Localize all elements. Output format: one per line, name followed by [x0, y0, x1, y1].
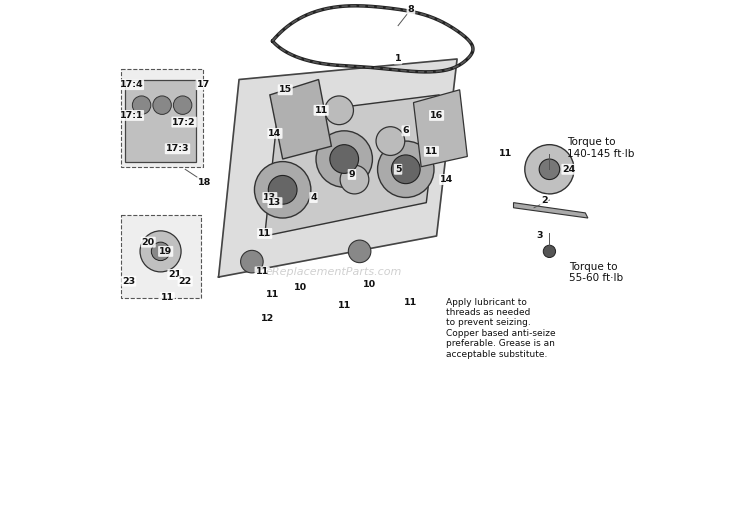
Polygon shape [218, 59, 457, 277]
Text: 18: 18 [198, 177, 211, 187]
Circle shape [152, 242, 170, 261]
Polygon shape [270, 80, 332, 159]
Circle shape [525, 145, 574, 194]
Circle shape [140, 231, 181, 272]
Circle shape [316, 131, 373, 187]
Polygon shape [121, 69, 203, 167]
Polygon shape [265, 95, 440, 236]
Text: Torque to
55-60 ft·lb: Torque to 55-60 ft·lb [569, 262, 623, 283]
Text: 8: 8 [407, 5, 414, 14]
Circle shape [340, 165, 369, 194]
Text: eReplacementParts.com: eReplacementParts.com [266, 267, 402, 277]
Bar [124, 80, 196, 162]
Circle shape [348, 240, 371, 263]
Text: 11: 11 [256, 267, 268, 277]
Text: 16: 16 [430, 111, 443, 120]
Text: 13: 13 [263, 193, 277, 202]
Text: 11: 11 [266, 290, 279, 300]
Text: 14: 14 [268, 129, 281, 138]
Circle shape [254, 162, 311, 218]
Circle shape [132, 96, 151, 114]
Circle shape [539, 159, 560, 180]
Text: 11: 11 [258, 229, 272, 238]
Circle shape [173, 96, 192, 114]
Circle shape [330, 145, 358, 173]
Circle shape [392, 155, 420, 184]
Text: 17: 17 [196, 80, 210, 89]
Text: 23: 23 [122, 277, 135, 286]
Text: 6: 6 [403, 126, 409, 135]
Text: 10: 10 [294, 283, 307, 292]
Text: 9: 9 [349, 170, 355, 179]
Text: 11: 11 [338, 301, 351, 310]
Text: 15: 15 [279, 85, 292, 94]
Circle shape [325, 96, 353, 125]
Circle shape [153, 96, 171, 114]
Text: 17:1: 17:1 [119, 111, 143, 120]
Text: Apply lubricant to
threads as needed
to prevent seizing.
Copper based anti-seize: Apply lubricant to threads as needed to … [446, 298, 556, 359]
Text: 24: 24 [562, 165, 575, 174]
Text: 10: 10 [363, 280, 376, 289]
Polygon shape [121, 215, 200, 298]
Text: 11: 11 [314, 106, 328, 115]
Text: 17:4: 17:4 [119, 80, 143, 89]
Circle shape [268, 175, 297, 204]
Text: 13: 13 [268, 198, 281, 207]
Text: 21: 21 [168, 270, 182, 279]
Text: 11: 11 [500, 149, 512, 159]
Text: 22: 22 [178, 277, 192, 286]
Circle shape [241, 250, 263, 273]
Circle shape [377, 141, 434, 198]
Circle shape [376, 127, 405, 155]
Text: 17:2: 17:2 [172, 117, 196, 127]
Text: 20: 20 [142, 238, 154, 247]
Text: 2: 2 [541, 195, 548, 205]
Text: 17:3: 17:3 [166, 144, 189, 153]
Text: 11: 11 [424, 147, 438, 156]
Text: 4: 4 [310, 193, 316, 202]
Text: 7: 7 [318, 106, 325, 115]
Text: Torque to
140-145 ft·lb: Torque to 140-145 ft·lb [568, 137, 634, 159]
Text: 11: 11 [160, 293, 174, 302]
Circle shape [543, 245, 556, 258]
Text: 11: 11 [404, 298, 418, 307]
Polygon shape [413, 90, 467, 167]
Text: 1: 1 [394, 54, 401, 64]
Text: 12: 12 [261, 313, 274, 323]
Polygon shape [514, 203, 588, 218]
Text: 5: 5 [394, 165, 401, 174]
Text: 19: 19 [159, 247, 172, 256]
Text: 3: 3 [536, 231, 542, 241]
Text: 14: 14 [440, 175, 454, 184]
